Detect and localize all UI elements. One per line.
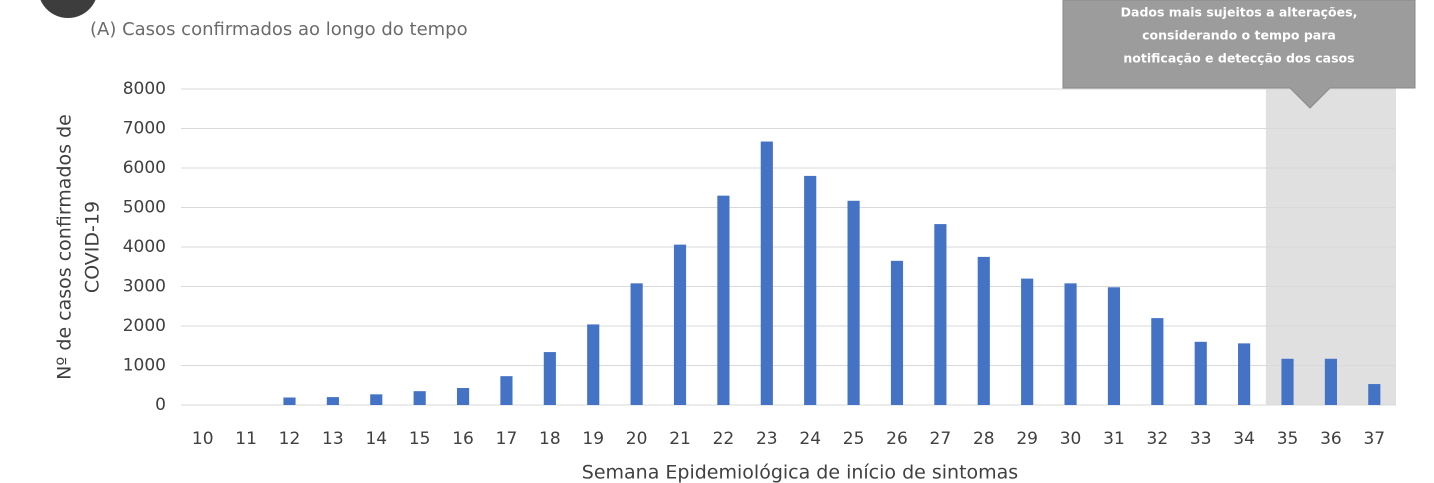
x-tick-label: 25 — [843, 429, 865, 449]
x-tick-label: 14 — [365, 429, 387, 449]
x-tick-label: 29 — [1016, 429, 1038, 449]
bar — [977, 256, 990, 405]
y-tick-label: 1000 — [123, 356, 166, 376]
bar — [673, 244, 687, 405]
x-tick-label: 15 — [409, 429, 431, 449]
bar — [1064, 283, 1077, 405]
y-tick-label: 7000 — [123, 119, 166, 139]
x-tick-label: 26 — [886, 429, 908, 449]
x-tick-label: 20 — [626, 429, 648, 449]
x-tick-label: 12 — [279, 429, 301, 449]
x-tick-label: 35 — [1277, 429, 1299, 449]
y-tick-label: 0 — [155, 395, 166, 415]
bar — [1107, 287, 1121, 405]
bar — [1151, 318, 1164, 405]
x-tick-label: 22 — [713, 429, 735, 449]
bar — [326, 397, 339, 405]
bar — [370, 394, 383, 405]
bar — [890, 260, 904, 405]
bar — [543, 352, 556, 405]
x-tick-label: 17 — [496, 429, 518, 449]
x-tick-label: 21 — [669, 429, 691, 449]
x-tick-label: 30 — [1060, 429, 1082, 449]
bar — [1238, 343, 1251, 405]
x-tick-label: 16 — [452, 429, 474, 449]
y-tick-label: 6000 — [123, 158, 166, 178]
y-tick-label: 4000 — [123, 237, 166, 257]
bar — [847, 200, 860, 405]
y-tick-label: 3000 — [123, 277, 166, 297]
bar — [1324, 358, 1337, 405]
x-tick-label: 28 — [973, 429, 995, 449]
callout-box — [1062, 0, 1416, 109]
bar — [717, 195, 730, 405]
bar — [1021, 278, 1034, 405]
y-tick-label: 8000 — [123, 79, 166, 99]
callout-text: considerando o tempo para — [1142, 28, 1336, 43]
x-tick-label: 31 — [1103, 429, 1125, 449]
x-tick-label: 36 — [1320, 429, 1342, 449]
bar — [1194, 341, 1207, 405]
x-tick-label: 10 — [192, 429, 214, 449]
x-tick-label: 11 — [235, 429, 257, 449]
y-tick-label: 2000 — [123, 316, 166, 336]
x-tick-label: 24 — [799, 429, 821, 449]
bar — [1368, 384, 1381, 405]
bar — [804, 175, 817, 405]
bar — [760, 141, 773, 405]
x-tick-label: 37 — [1363, 429, 1385, 449]
x-tick-label: 19 — [582, 429, 604, 449]
bar — [630, 283, 643, 405]
bar — [500, 376, 513, 405]
bar — [283, 397, 296, 405]
x-tick-label: 34 — [1233, 429, 1255, 449]
bar — [934, 224, 947, 405]
callout-text: notificação e detecção dos casos — [1123, 51, 1354, 66]
bar — [587, 324, 600, 405]
bar — [413, 391, 426, 405]
y-tick-label: 5000 — [123, 198, 166, 218]
x-tick-label: 27 — [930, 429, 952, 449]
x-tick-label: 23 — [756, 429, 778, 449]
x-tick-label: 33 — [1190, 429, 1212, 449]
bar — [456, 388, 470, 405]
badge — [40, 0, 96, 18]
x-tick-label: 13 — [322, 429, 344, 449]
x-tick-label: 32 — [1147, 429, 1169, 449]
y-axis-label: COVID-19 — [82, 201, 104, 293]
y-axis-label: Nº de casos confirmados de — [54, 114, 76, 380]
chart-title: (A) Casos confirmados ao longo do tempo — [90, 19, 468, 40]
x-tick-label: 18 — [539, 429, 561, 449]
x-axis-label: Semana Epidemiológica de início de sinto… — [582, 462, 1018, 483]
bar — [1281, 358, 1294, 405]
callout-text: Dados mais sujeitos a alterações, — [1121, 5, 1358, 20]
